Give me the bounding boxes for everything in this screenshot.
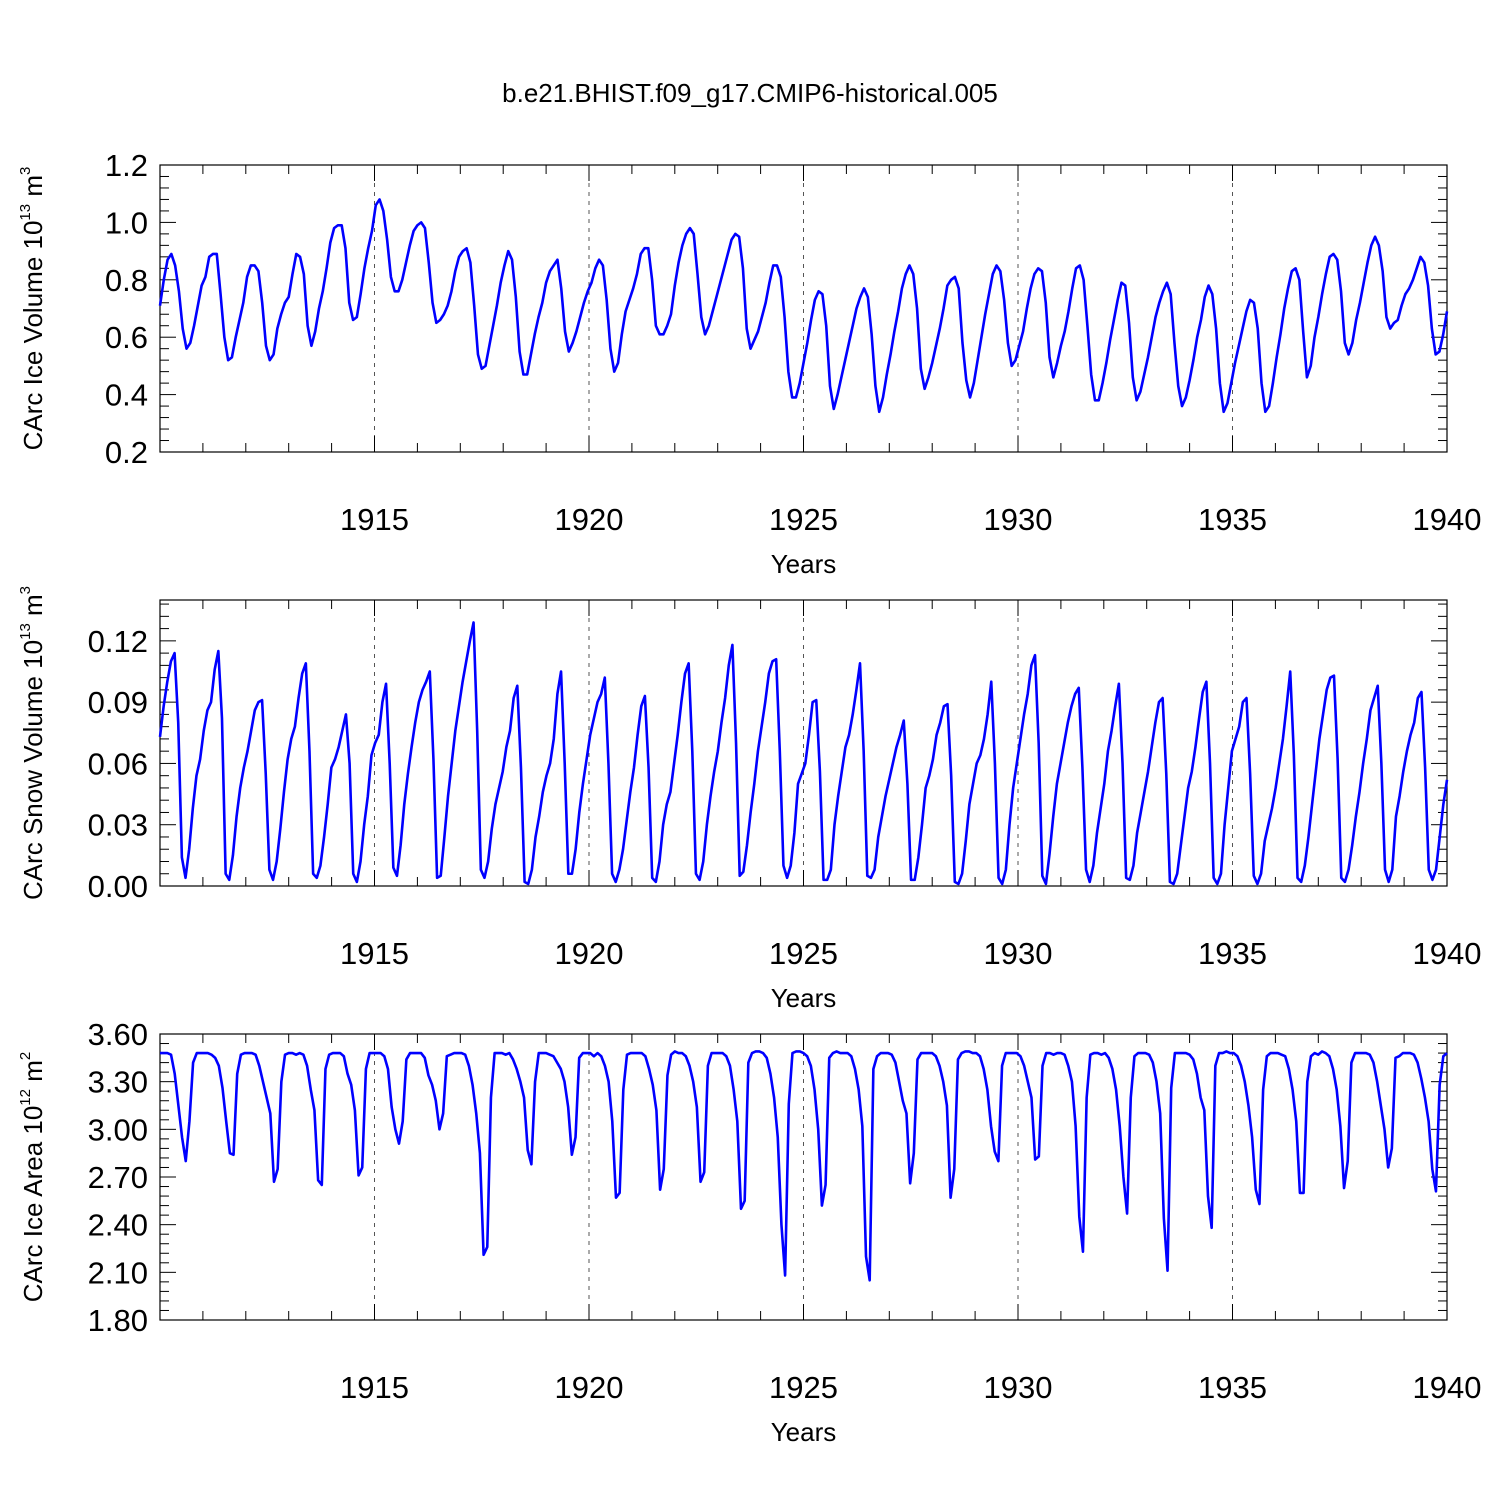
x-tick-label: 1915 xyxy=(340,502,409,537)
x-tick-label: 1925 xyxy=(769,1370,838,1405)
y-tick-label: 2.10 xyxy=(88,1255,148,1290)
y-tick-label: 1.80 xyxy=(88,1303,148,1338)
y-axis-label: CArc Ice Volume 1013 m3 xyxy=(17,167,48,451)
x-tick-label: 1925 xyxy=(769,502,838,537)
y-axis-label: CArc Ice Area 1012 m2 xyxy=(17,1052,48,1302)
figure-title: b.e21.BHIST.f09_g17.CMIP6-historical.005 xyxy=(502,78,998,108)
y-tick-label: 3.00 xyxy=(88,1112,148,1147)
x-tick-label: 1935 xyxy=(1198,1370,1267,1405)
panel-ice-volume: 0.2 0.4 0.6 0.8 1.0 1.2 1915 1920 1925 1930 1935 19… xyxy=(17,148,1481,579)
x-tick-label: 1915 xyxy=(340,1370,409,1405)
x-tick-label: 1915 xyxy=(340,936,409,971)
y-axis-label-unit: m xyxy=(18,594,48,623)
x-tick-label: 1930 xyxy=(984,936,1053,971)
y-axis-label-exponent: 13 xyxy=(17,204,34,221)
x-axis-label: Years xyxy=(771,1417,837,1447)
y-tick-label: 2.40 xyxy=(88,1208,148,1243)
y-axis-label-unit-exponent: 2 xyxy=(17,1052,34,1060)
x-tick-label: 1930 xyxy=(984,1370,1053,1405)
y-axis-label-exponent: 12 xyxy=(17,1089,34,1106)
y-tick-label: 1.2 xyxy=(105,148,148,183)
y-axis-label-text: CArc Ice Volume 10 xyxy=(18,221,48,451)
y-axis-label-unit-exponent: 3 xyxy=(17,167,34,175)
x-tick-label: 1935 xyxy=(1198,502,1267,537)
x-tick-label: 1940 xyxy=(1413,1370,1482,1405)
y-axis-label-unit: m xyxy=(18,1060,48,1089)
y-axis-label-unit-exponent: 3 xyxy=(17,586,34,594)
x-tick-label: 1940 xyxy=(1413,936,1482,971)
panel-ice-area: 1.80 2.10 2.40 2.70 3.00 3.30 3.60 1915 1920 1925… xyxy=(17,1017,1481,1447)
y-tick-label: 0.06 xyxy=(88,746,148,781)
x-tick-label: 1920 xyxy=(555,1370,624,1405)
y-tick-label: 0.03 xyxy=(88,808,148,843)
y-tick-label: 0.12 xyxy=(88,624,148,659)
series-line-ice-volume xyxy=(158,198,1449,414)
x-tick-label: 1925 xyxy=(769,936,838,971)
y-tick-label: 0.00 xyxy=(88,869,148,904)
y-tick-label: 2.70 xyxy=(88,1160,148,1195)
y-tick-label: 0.8 xyxy=(105,263,148,298)
x-axis-label: Years xyxy=(771,549,837,579)
x-tick-label: 1940 xyxy=(1413,502,1482,537)
panel-snow-volume: 0.00 0.03 0.06 0.09 0.12 1915 1920 1925 1930 1935… xyxy=(17,586,1481,1013)
x-tick-label: 1935 xyxy=(1198,936,1267,971)
y-tick-label: 3.30 xyxy=(88,1065,148,1100)
series-line-ice-area xyxy=(160,1050,1448,1282)
y-axis-label-text: CArc Ice Area 10 xyxy=(18,1106,48,1303)
x-tick-label: 1930 xyxy=(984,502,1053,537)
y-tick-label: 3.60 xyxy=(88,1017,148,1052)
y-axis-label: CArc Snow Volume 1013 m3 xyxy=(17,586,48,900)
y-tick-label: 0.4 xyxy=(105,378,148,413)
x-tick-label: 1920 xyxy=(555,936,624,971)
y-tick-label: 0.09 xyxy=(88,685,148,720)
y-tick-label: 1.0 xyxy=(105,205,148,240)
series-line-snow-volume xyxy=(158,621,1449,886)
y-tick-label: 0.2 xyxy=(105,435,148,470)
y-axis-label-exponent: 13 xyxy=(17,623,34,640)
x-axis-label: Years xyxy=(771,983,837,1013)
y-axis-label-unit: m xyxy=(18,175,48,204)
y-tick-label: 0.6 xyxy=(105,320,148,355)
y-axis-label-text: CArc Snow Volume 10 xyxy=(18,640,48,900)
x-tick-label: 1920 xyxy=(555,502,624,537)
